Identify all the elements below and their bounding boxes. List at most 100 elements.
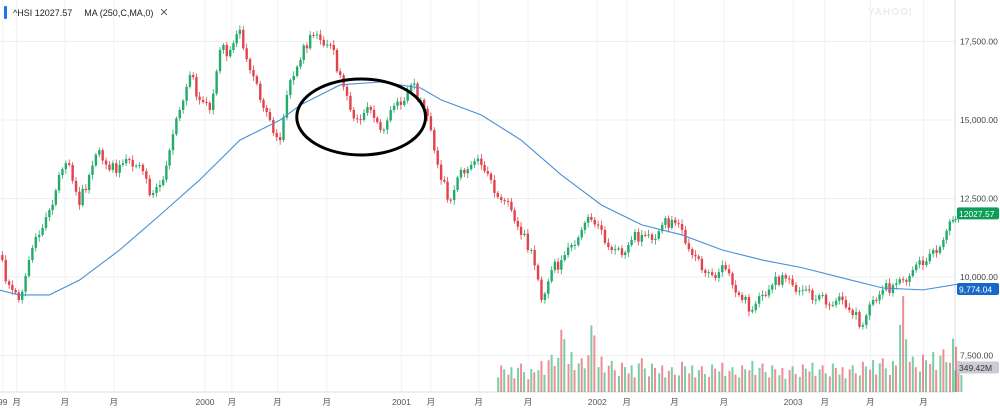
volume-bar	[543, 374, 546, 392]
candle-body	[530, 249, 533, 251]
candle-body	[104, 160, 108, 165]
x-tick-label: 月	[670, 397, 679, 407]
candle-body	[928, 253, 931, 262]
candle-body	[824, 294, 828, 305]
volume-bar	[530, 368, 533, 392]
volume-bar	[952, 338, 955, 392]
volume-bar	[921, 354, 924, 392]
x-tick-label: 月	[323, 397, 332, 407]
volume-bar	[513, 378, 516, 392]
volume-bar	[688, 373, 691, 392]
candle-body	[553, 261, 557, 271]
candle-body	[396, 101, 399, 106]
last-price-badge: 12027.57	[959, 209, 995, 219]
candle-body	[804, 289, 808, 291]
candle-body	[700, 258, 704, 271]
candle-body	[205, 101, 208, 103]
volume-bar	[520, 363, 523, 392]
volume-bar	[761, 363, 764, 392]
candle-body	[660, 224, 664, 232]
candle-body	[356, 118, 359, 120]
candle-body	[938, 247, 942, 253]
volume-bar	[537, 370, 540, 392]
candle-body	[429, 116, 433, 131]
candle-body	[811, 290, 814, 300]
candle-body	[841, 296, 844, 300]
volume-bar	[824, 373, 827, 392]
volume-bar	[939, 355, 942, 392]
legend-symbol: ^HSI	[13, 7, 33, 18]
candle-body	[500, 197, 503, 201]
candle-body	[359, 119, 362, 121]
candle-body	[831, 304, 835, 306]
volume-bar	[861, 361, 864, 392]
candle-body	[767, 289, 771, 296]
volume-bar	[848, 369, 851, 392]
candle-body	[623, 252, 627, 256]
candle-body	[828, 304, 831, 306]
legend-indicator[interactable]: MA (250,C,MA,0)	[84, 7, 154, 18]
chart-legend: ^HSI 12027.57 MA (250,C,MA,0) ✕	[4, 6, 169, 19]
candle-body	[875, 299, 878, 301]
close-icon[interactable]: ✕	[159, 7, 169, 19]
candle-body	[248, 59, 252, 71]
candle-body	[379, 122, 382, 131]
candle-body	[252, 70, 255, 77]
candle-body	[34, 237, 37, 248]
candle-body	[560, 260, 563, 270]
volume-bar	[804, 368, 807, 392]
candle-body	[305, 45, 309, 49]
candle-body	[731, 273, 734, 286]
candle-body	[198, 96, 201, 100]
candle-body	[607, 242, 610, 248]
candle-body	[362, 112, 366, 120]
candle-body	[329, 44, 332, 46]
candle-body	[593, 219, 596, 225]
candle-body	[115, 163, 118, 173]
candle-body	[654, 238, 657, 240]
ma-value-badge-bg	[957, 283, 999, 295]
volume-bar	[869, 369, 872, 392]
volume-bar	[670, 367, 673, 392]
y-tick-label: 12,500.00	[960, 194, 998, 204]
volume-bar	[781, 368, 784, 392]
candle-body	[339, 71, 342, 76]
candle-body	[44, 217, 48, 228]
candle-body	[24, 275, 27, 292]
candle-body	[727, 269, 731, 274]
volume-bar	[884, 368, 887, 392]
candle-body	[332, 44, 335, 50]
volume-bar	[791, 366, 794, 392]
x-tick-label: 月	[12, 397, 21, 407]
candle-body	[570, 244, 573, 248]
candle-body	[493, 179, 496, 193]
candle-body	[201, 99, 205, 102]
volume-bar	[818, 369, 821, 392]
candle-body	[523, 233, 526, 235]
volume-bar	[774, 369, 777, 392]
candle-body	[1, 255, 4, 260]
candle-body	[737, 292, 741, 295]
candle-body	[399, 101, 403, 105]
x-tick-label: 月	[919, 397, 928, 407]
candle-body	[78, 191, 81, 206]
candle-body	[68, 163, 71, 165]
candle-body	[212, 93, 215, 110]
candle-body	[914, 264, 918, 271]
candle-body	[617, 248, 620, 250]
candle-body	[232, 43, 235, 50]
candle-body	[818, 295, 821, 300]
candle-body	[854, 312, 858, 315]
candle-body	[721, 265, 724, 273]
volume-bar	[949, 362, 952, 392]
candle-body	[921, 260, 925, 266]
candle-body	[51, 204, 54, 211]
candle-body	[188, 75, 192, 87]
candle-body	[91, 165, 94, 175]
candle-body	[948, 221, 952, 231]
volume-bar	[593, 335, 596, 392]
volume-bar	[744, 369, 747, 392]
volume-bar	[587, 355, 590, 392]
volume-bar	[708, 376, 711, 392]
